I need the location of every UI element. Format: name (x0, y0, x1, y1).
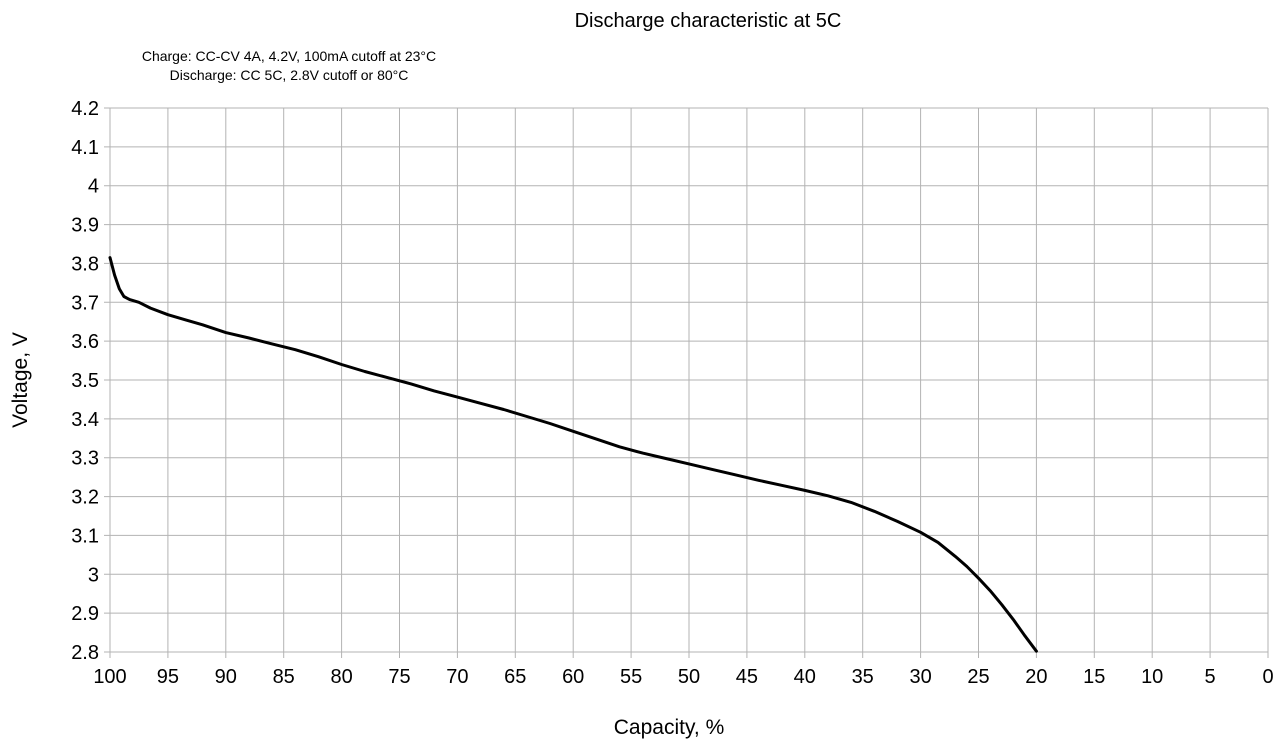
y-tick-label: 3.3 (71, 448, 99, 470)
y-tick-label: 3 (88, 564, 99, 586)
x-tick-label: 100 (93, 666, 126, 688)
x-tick-label: 60 (562, 666, 584, 688)
chart-subtitle-line-1: Charge: CC-CV 4A, 4.2V, 100mA cutoff at … (142, 48, 436, 64)
y-tick-label: 3.5 (71, 370, 99, 392)
x-tick-label: 5 (1205, 666, 1216, 688)
y-tick-label: 3.4 (71, 409, 99, 431)
y-tick-label: 2.9 (71, 603, 99, 625)
x-tick-labels: 100 95 90 85 80 75 70 65 60 55 50 45 40 35 30 25 20 15 10 5… (93, 666, 1273, 688)
x-tick-label: 65 (504, 666, 526, 688)
x-tick-label: 40 (794, 666, 816, 688)
series-line-voltage (108, 256, 1038, 653)
x-tick-label: 20 (1025, 666, 1047, 688)
y-tick-label: 3.1 (71, 525, 99, 547)
x-tick-label: 50 (678, 666, 700, 688)
x-tick-label: 15 (1083, 666, 1105, 688)
y-tick-labels: 2.8 2.9 3 3.1 3.2 3.3 3.4 3.5 3.6 3.7 3.8 3.9 4 4.1 4.… (71, 98, 99, 664)
y-tick-label: 3.2 (71, 487, 99, 509)
series (108, 256, 1038, 653)
y-tick-label: 3.8 (71, 253, 99, 275)
axes (109, 108, 1268, 653)
x-tick-label: 85 (273, 666, 295, 688)
x-tick-label: 35 (852, 666, 874, 688)
x-tick-label: 55 (620, 666, 642, 688)
x-tick-label: 70 (446, 666, 468, 688)
chart-title: Discharge characteristic at 5C (575, 10, 842, 32)
x-tick-label: 0 (1262, 666, 1273, 688)
y-tick-label: 4 (88, 176, 99, 198)
y-tick-label: 4.1 (71, 137, 99, 159)
chart-subtitle-line-2: Discharge: CC 5C, 2.8V cutoff or 80°C (170, 67, 409, 83)
y-axis-label: Voltage, V (9, 332, 32, 428)
x-tick-label: 25 (967, 666, 989, 688)
x-tick-label: 30 (909, 666, 931, 688)
y-tick-label: 3.6 (71, 331, 99, 353)
y-tick-label: 2.8 (71, 642, 99, 664)
y-tick-label: 4.2 (71, 98, 99, 120)
x-axis-label: Capacity, % (614, 716, 725, 739)
x-tick-label: 80 (330, 666, 352, 688)
x-tick-label: 90 (215, 666, 237, 688)
y-tick-label: 3.7 (71, 292, 99, 314)
x-tick-label: 45 (736, 666, 758, 688)
x-tick-label: 95 (157, 666, 179, 688)
x-tick-label: 75 (388, 666, 410, 688)
x-tick-label: 10 (1141, 666, 1163, 688)
y-tick-label: 3.9 (71, 215, 99, 237)
